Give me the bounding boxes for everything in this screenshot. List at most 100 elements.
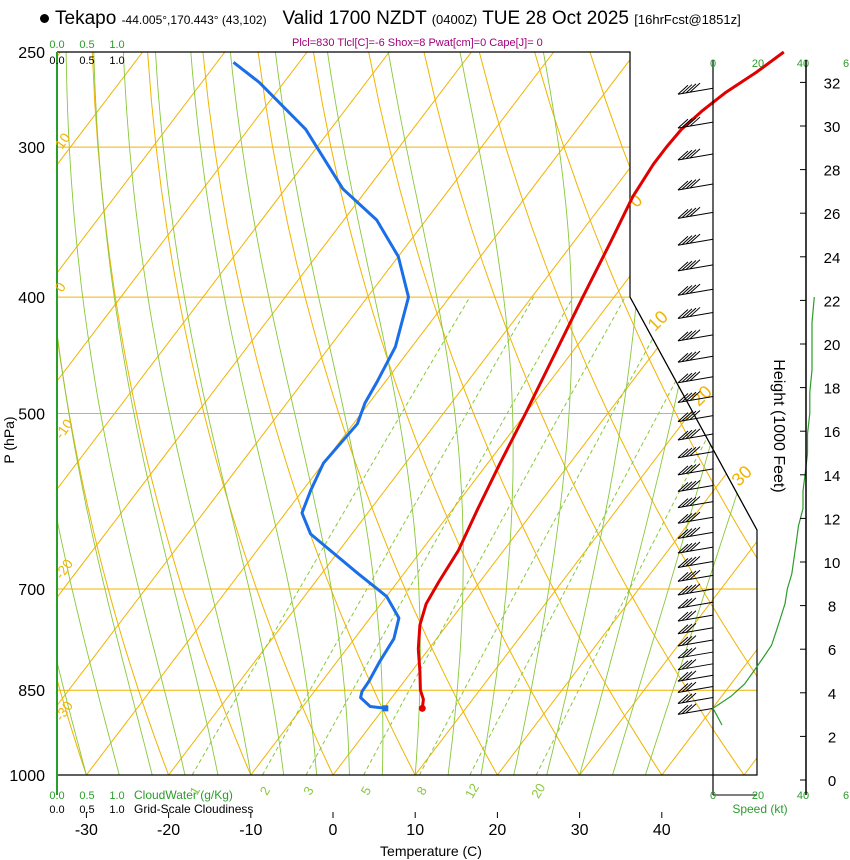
wind-barb (677, 555, 714, 568)
x-tick-label: -10 (239, 822, 262, 839)
wind-barb-feather (677, 636, 689, 647)
wind-barb-shaft (677, 546, 714, 554)
wind-barb-feather (685, 429, 697, 439)
wind-barb-shaft (677, 415, 714, 423)
wind-barb-feather (689, 511, 701, 522)
wind-barb-feather (681, 671, 693, 681)
moist-adiabat-line (459, 52, 514, 775)
wind-barb-shaft (677, 334, 714, 342)
wind-barb-feather (685, 584, 697, 594)
wind-barb-feather (677, 572, 689, 582)
wind-barb-feather (681, 308, 693, 319)
wind-barb-feather (685, 659, 697, 669)
pressure-tick-label: 250 (18, 45, 45, 62)
wind-barb-feather (681, 118, 693, 128)
wind-barb-feather (677, 671, 689, 682)
wind-barb-feather (689, 428, 701, 439)
wind-barb-shaft (677, 264, 714, 272)
mixing-ratio-label: 12 (462, 781, 482, 801)
wind-barb-feather (689, 583, 701, 594)
wind-barb-feather (681, 647, 693, 658)
wind-barb-feather (677, 543, 689, 554)
x-axis-label: Temperature (C) (380, 843, 482, 859)
wind-barb (677, 371, 714, 384)
wind-barb-feather (685, 527, 697, 538)
wind-speed-line (712, 297, 815, 726)
x-tick-label: 20 (489, 822, 507, 839)
isotherm-label: 0 (51, 279, 69, 295)
wind-barb-feather (677, 235, 689, 246)
wind-barb-feather (689, 496, 701, 506)
speed-tick-label: 0 (710, 790, 716, 802)
wind-barb-feather (685, 446, 697, 457)
pressure-tick-label: 700 (18, 582, 45, 599)
cloudiness-tick-label: 1.0 (109, 804, 124, 816)
wind-barb (677, 569, 714, 582)
x-tick-label: 30 (571, 822, 589, 839)
isotherm-line (826, 52, 850, 775)
wind-barb (677, 206, 714, 219)
wind-barb-feather (685, 597, 697, 608)
wind-barb-feather (677, 150, 689, 161)
wind-barb-shaft (677, 376, 714, 384)
dry-adiabat-line (57, 52, 170, 775)
wind-barb-feather (681, 84, 693, 94)
wind-barb-feather (681, 611, 693, 621)
x-tick-label: 10 (406, 822, 424, 839)
wind-barb (677, 116, 714, 129)
isotherm-label: 10 (51, 130, 73, 152)
wind-barb-shaft (677, 153, 714, 161)
moist-adiabat-line (57, 52, 120, 775)
wind-barb-feather (689, 116, 701, 127)
wind-barb-feather (689, 526, 701, 537)
cloudwater-tick-label: 0.5 (79, 39, 94, 51)
height-tick-label: 20 (824, 337, 841, 354)
wind-barb-feather (685, 542, 697, 553)
wind-barb (677, 259, 714, 272)
wind-barb-feather (681, 693, 693, 704)
wind-barb (677, 410, 714, 423)
utc-time: (0400Z) (431, 12, 478, 27)
dry-adiabat-line (91, 52, 252, 775)
wind-barb-feather (685, 464, 697, 474)
mixing-ratio-label: 20 (528, 781, 548, 801)
wind-barb-feather (689, 283, 701, 294)
wind-barb (677, 496, 714, 509)
wind-barb-feather (689, 206, 701, 217)
station-name: Tekapo (55, 8, 117, 29)
wind-barb-feather (681, 392, 693, 403)
wind-barb-feather (677, 498, 689, 508)
wind-barb-feather (677, 448, 689, 459)
wind-barb-shaft (677, 686, 714, 694)
wind-barb-shaft (677, 355, 714, 363)
wind-barb-shaft (677, 211, 714, 219)
cloudwater-label: CloudWater (g/Kg) (134, 788, 233, 802)
wind-barb-feather (685, 692, 697, 703)
wind-barb-feather (677, 513, 689, 524)
height-tick-label: 4 (828, 686, 836, 703)
wind-barb-feather (677, 660, 689, 671)
wind-barb-feather (685, 284, 697, 295)
moist-adiabat-line (93, 52, 219, 775)
wind-barb-feather (689, 350, 701, 361)
wind-barb-feather (677, 412, 689, 422)
wind-barb-feather (677, 558, 689, 568)
surface-temperature-marker (418, 704, 426, 712)
wind-barb-feather (685, 83, 697, 94)
wind-barb-shaft (677, 627, 714, 635)
moist-adiabat-line (513, 52, 573, 775)
moist-adiabat-line (57, 52, 153, 775)
x-tick-label: 0 (329, 822, 338, 839)
wind-barb-feather (685, 647, 697, 658)
wind-barb-feather (685, 330, 697, 340)
wind-barb-feather (681, 528, 693, 539)
cloudiness-tick-label: 0.0 (49, 55, 64, 67)
wind-barb-feather (689, 569, 701, 580)
dewpoint-profile-line (232, 61, 410, 710)
height-tick-label: 28 (824, 163, 841, 180)
wind-barb (677, 659, 714, 671)
x-tick-label: -30 (75, 822, 98, 839)
wind-barb-feather (685, 149, 697, 159)
wind-barb (677, 681, 714, 694)
